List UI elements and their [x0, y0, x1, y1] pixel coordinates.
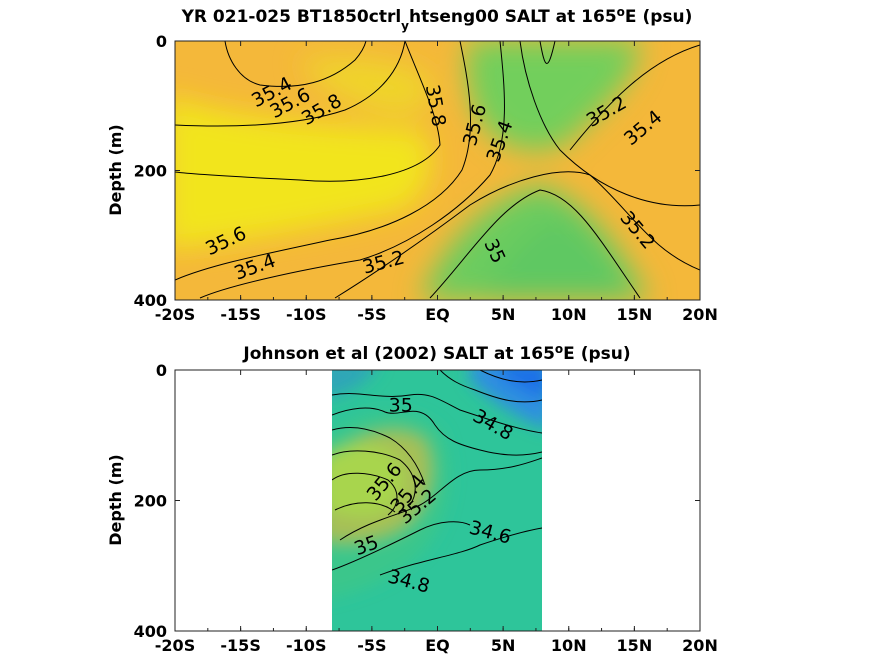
top-xtick-label: 10N — [551, 305, 587, 324]
bottom-axes: -20S -15S -10S -5S EQ 5N 10N 15N 20N 0 200 400 — [134, 361, 718, 655]
bottom-xtick-label: EQ — [425, 636, 450, 655]
top-heatmap — [175, 41, 700, 300]
bottom-xtick-label: -5S — [357, 636, 386, 655]
top-ytick-label: 0 — [156, 32, 167, 51]
bottom-heatmap — [332, 370, 542, 631]
bottom-contour-label: 35 — [389, 394, 413, 416]
bottom-xtick-label: 20N — [682, 636, 718, 655]
bottom-xtick-label: 10N — [551, 636, 587, 655]
top-ylabel: Depth (m) — [106, 124, 125, 216]
top-ytick-label: 200 — [134, 162, 167, 181]
bottom-ytick-label: 400 — [134, 622, 167, 641]
top-axes: -20S -15S -10S -5S EQ 5N 10N 15N 20N 0 200 400 — [134, 32, 718, 324]
top-panel: YR 021-025 BT1850ctrlyhtseng00 SALT at 1… — [106, 5, 718, 324]
top-xtick-label: 15N — [617, 305, 653, 324]
bottom-xtick-label: -10S — [286, 636, 326, 655]
bottom-title: Johnson et al (2002) SALT at 165oE (psu) — [242, 342, 630, 364]
bottom-xtick-label: -15S — [220, 636, 260, 655]
bottom-ytick-label: 0 — [156, 361, 167, 380]
bottom-panel: Johnson et al (2002) SALT at 165oE (psu) — [106, 342, 718, 655]
top-contours — [175, 41, 700, 299]
top-xtick-label: 5N — [491, 305, 516, 324]
bottom-xtick-label: 5N — [491, 636, 516, 655]
top-xtick-label: -5S — [357, 305, 386, 324]
bottom-xtick-label: -20S — [155, 636, 195, 655]
top-title: YR 021-025 BT1850ctrlyhtseng00 SALT at 1… — [181, 5, 693, 33]
top-xtick-label: EQ — [425, 305, 450, 324]
top-xtick-label: 20N — [682, 305, 718, 324]
top-xtick-label: -15S — [220, 305, 260, 324]
bottom-xtick-label: 15N — [617, 636, 653, 655]
bottom-contours — [332, 370, 542, 576]
top-xtick-label: -10S — [286, 305, 326, 324]
top-xtick-label: -20S — [155, 305, 195, 324]
top-ytick-label: 400 — [134, 291, 167, 310]
bottom-ytick-label: 200 — [134, 492, 167, 511]
bottom-ylabel: Depth (m) — [106, 454, 125, 546]
